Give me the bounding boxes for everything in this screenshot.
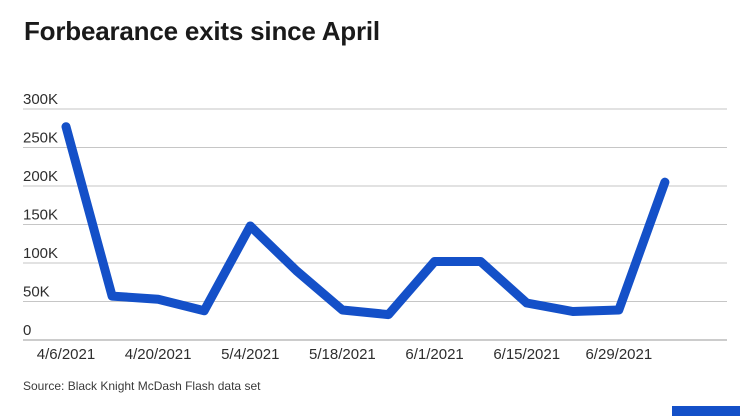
x-tick-label: 6/15/2021 <box>493 346 560 363</box>
x-tick-label: 5/18/2021 <box>309 346 376 363</box>
x-tick-label: 5/4/2021 <box>221 346 279 363</box>
y-tick-label: 150K <box>23 207 58 224</box>
source-credit: Source: Black Knight McDash Flash data s… <box>23 379 261 393</box>
y-tick-label: 300K <box>23 91 58 108</box>
y-tick-label: 100K <box>23 245 58 262</box>
y-tick-label: 200K <box>23 168 58 185</box>
chart-title: Forbearance exits since April <box>24 16 380 46</box>
y-tick-label: 250K <box>23 130 58 147</box>
y-tick-label: 50K <box>23 284 50 301</box>
x-tick-label: 6/1/2021 <box>405 346 463 363</box>
y-tick-label: 0 <box>23 322 31 339</box>
x-tick-label: 4/20/2021 <box>125 346 192 363</box>
brand-accent-bar <box>672 406 740 416</box>
data-line-series <box>61 122 670 320</box>
x-tick-label: 6/29/2021 <box>585 346 652 363</box>
x-tick-label: 4/6/2021 <box>37 346 95 363</box>
